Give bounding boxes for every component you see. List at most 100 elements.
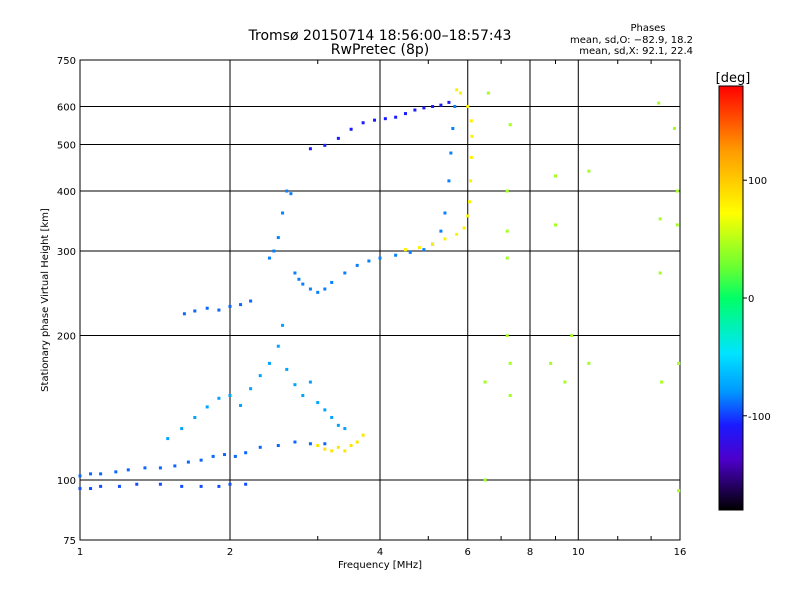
x-tick-label: 4: [377, 547, 383, 558]
x-tick-label: 2: [227, 547, 233, 558]
data-point: [458, 91, 462, 95]
data-point: [657, 101, 661, 105]
data-point: [373, 118, 377, 122]
y-tick-label: 200: [57, 332, 76, 343]
x-axis-label: Frequency [MHz]: [338, 560, 422, 571]
data-point: [468, 200, 472, 204]
x-axis-ticks: 1 2 4 6 8 10 16: [77, 60, 686, 558]
data-point: [413, 108, 417, 112]
data-point: [403, 248, 407, 252]
trace-X_mode_yellow: [403, 88, 474, 252]
data-point: [570, 334, 574, 338]
trace-E_F1_blue: [182, 299, 253, 316]
data-point: [205, 306, 209, 310]
data-point: [505, 229, 509, 233]
data-point: [453, 105, 457, 109]
trace-bottom_blue_band: [78, 482, 248, 491]
data-point: [449, 151, 453, 155]
y-tick-label: 500: [57, 141, 76, 152]
data-point: [239, 403, 243, 407]
data-point: [563, 380, 567, 384]
data-point: [78, 474, 82, 478]
data-point: [394, 115, 398, 119]
data-point: [126, 468, 130, 472]
data-point: [199, 458, 203, 462]
data-point: [367, 259, 371, 263]
data-point: [308, 147, 312, 151]
trace-yellow_cluster_low: [316, 433, 365, 453]
trace-sparse_noise: [483, 91, 681, 493]
data-point: [217, 396, 221, 400]
data-point: [308, 380, 312, 384]
data-point: [422, 106, 426, 110]
data-point: [469, 119, 473, 123]
y-tick-label: 600: [57, 103, 76, 114]
data-point: [316, 401, 320, 405]
data-point: [447, 100, 451, 104]
data-point: [323, 143, 327, 147]
x-tick-label: 10: [572, 547, 585, 558]
data-point: [276, 236, 280, 240]
data-point: [285, 367, 289, 371]
data-point: [233, 454, 237, 458]
data-point: [330, 449, 334, 453]
y-axis-ticks: 75 100 200 300 400 500 600 750: [57, 56, 76, 547]
data-point: [469, 179, 473, 183]
data-point: [466, 105, 470, 109]
data-point: [301, 394, 305, 398]
data-point: [276, 444, 280, 448]
data-point: [330, 415, 334, 419]
data-point: [462, 226, 466, 230]
data-point: [99, 472, 103, 476]
data-point: [508, 394, 512, 398]
data-point: [205, 405, 209, 409]
data-point: [455, 88, 459, 92]
data-point: [508, 361, 512, 365]
data-point: [361, 121, 365, 125]
data-point: [249, 387, 253, 391]
data-point: [439, 229, 443, 233]
data-point: [660, 380, 664, 384]
data-point: [403, 112, 407, 116]
data-point: [249, 299, 253, 303]
data-point: [439, 103, 443, 107]
data-point: [239, 303, 243, 307]
data-point: [293, 383, 297, 387]
data-point: [323, 408, 327, 412]
data-point: [114, 470, 118, 474]
data-point: [549, 361, 553, 365]
data-point: [89, 487, 93, 491]
data-point: [469, 155, 473, 159]
data-point: [677, 361, 681, 365]
data-point: [343, 449, 347, 453]
data-point: [244, 482, 248, 486]
x-tick-label: 6: [465, 547, 471, 558]
colorbar: [718, 85, 744, 511]
data-point: [451, 126, 455, 130]
data-point: [323, 287, 327, 291]
data-point: [308, 287, 312, 291]
y-tick-label: 400: [57, 187, 76, 198]
data-point: [158, 466, 162, 470]
y-axis-label: Stationary phase Virtual Height [km]: [40, 208, 51, 392]
data-point: [223, 453, 227, 457]
y-tick-label: 100: [57, 476, 76, 487]
data-point: [408, 250, 412, 254]
data-point: [281, 323, 285, 327]
data-point: [508, 123, 512, 127]
colorbar-label: [deg]: [716, 71, 751, 86]
trace-O_mode_upper_blue: [308, 100, 451, 151]
y-tick-label: 300: [57, 247, 76, 258]
data-points: [78, 88, 681, 493]
y-tick-label: 75: [63, 536, 76, 547]
data-point: [378, 256, 382, 260]
data-point: [355, 440, 359, 444]
data-point: [258, 445, 262, 449]
data-point: [330, 280, 334, 284]
data-point: [336, 423, 340, 427]
data-point: [143, 466, 147, 470]
data-point: [349, 127, 353, 131]
data-point: [211, 454, 215, 458]
data-point: [486, 91, 490, 95]
